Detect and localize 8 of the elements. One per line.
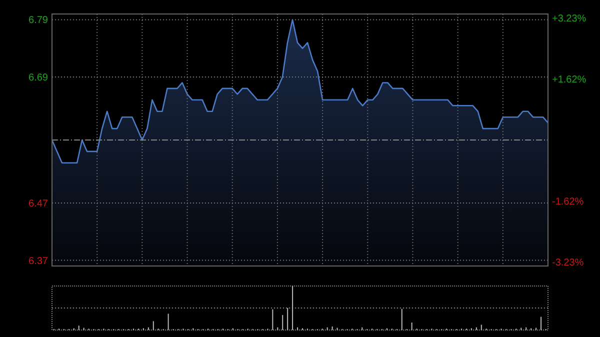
y-tick-label: 6.79 — [28, 15, 48, 26]
y2-tick-label: +1.62% — [552, 74, 586, 86]
y-tick-label: 6.69 — [28, 72, 48, 84]
y-tick-label: 6.37 — [28, 256, 48, 267]
y2-tick-label: +3.23% — [552, 14, 586, 25]
y2-tick-label: -1.62% — [552, 196, 584, 208]
y-tick-label: 6.47 — [28, 198, 48, 210]
y2-tick-label: -3.23% — [552, 257, 584, 268]
